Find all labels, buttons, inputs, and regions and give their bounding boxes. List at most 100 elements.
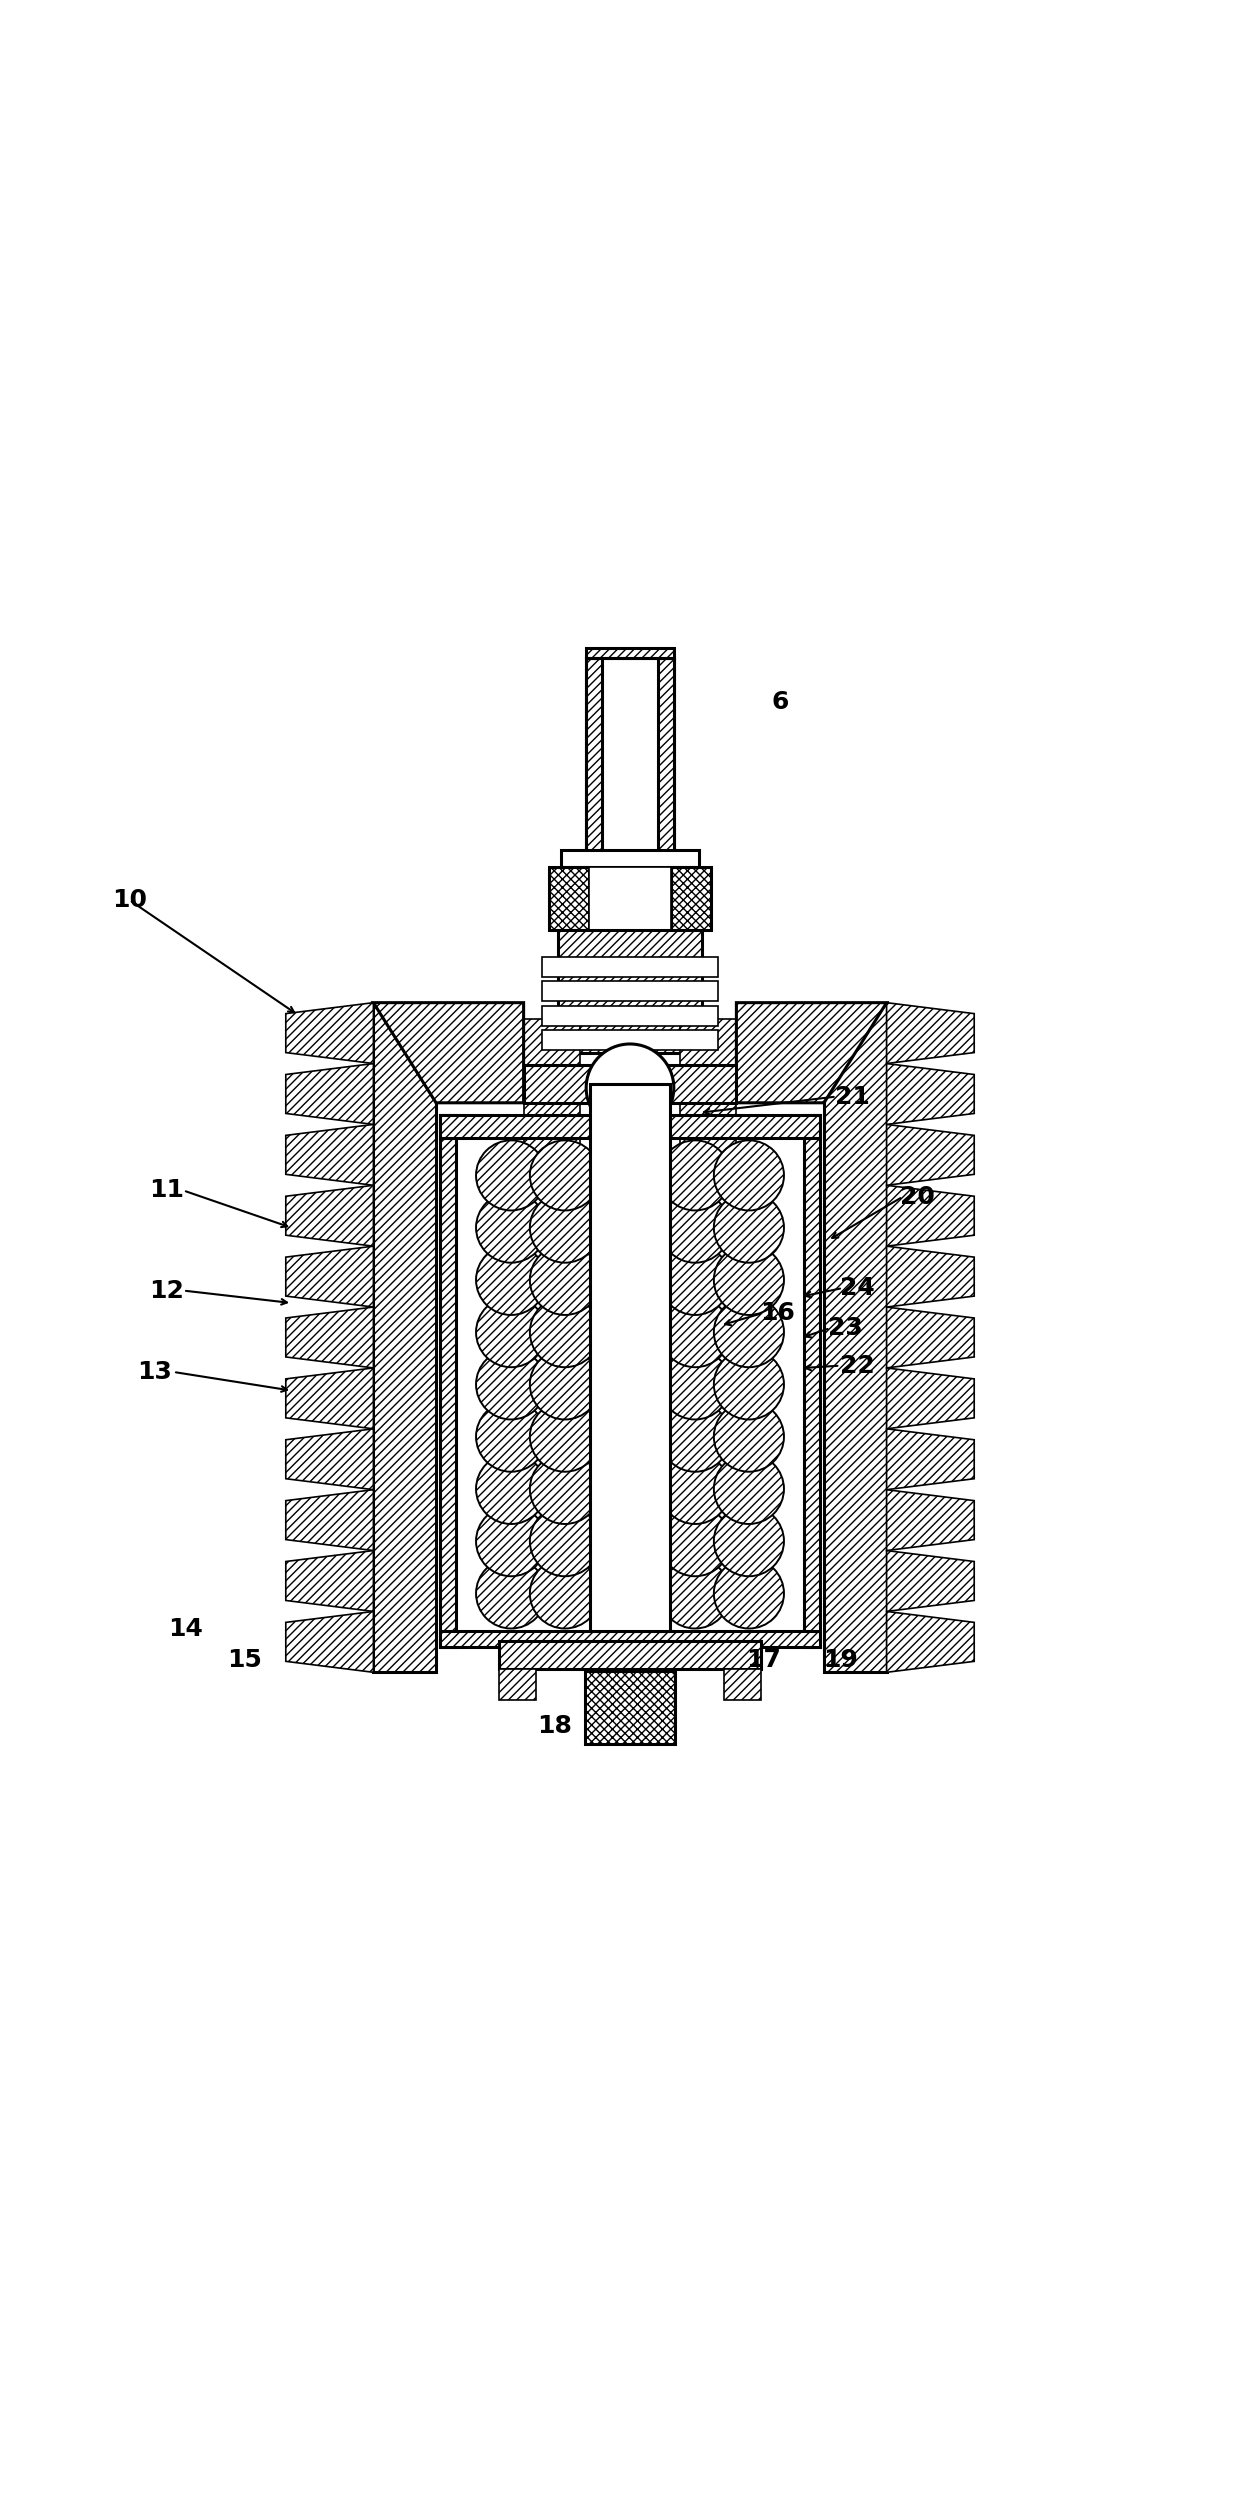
Text: 23: 23: [828, 1316, 863, 1341]
Circle shape: [476, 1348, 546, 1418]
Text: 13: 13: [137, 1361, 171, 1383]
Circle shape: [530, 1298, 600, 1368]
Bar: [586, 659, 674, 865]
Circle shape: [714, 1348, 784, 1418]
Circle shape: [660, 1559, 730, 1629]
Bar: [542, 982, 718, 1002]
Polygon shape: [440, 1631, 820, 1646]
Circle shape: [476, 1453, 546, 1524]
Circle shape: [476, 1140, 546, 1210]
Polygon shape: [824, 1002, 887, 1672]
Polygon shape: [286, 1185, 373, 1245]
Polygon shape: [887, 1611, 974, 1672]
Polygon shape: [887, 1125, 974, 1185]
Bar: [586, 865, 674, 872]
Text: 21: 21: [835, 1085, 871, 1108]
Text: 10: 10: [112, 887, 147, 912]
Circle shape: [660, 1140, 730, 1210]
Circle shape: [660, 1245, 730, 1316]
Circle shape: [530, 1140, 600, 1210]
Circle shape: [714, 1506, 784, 1576]
Circle shape: [714, 1401, 784, 1471]
Polygon shape: [680, 1020, 736, 1158]
Text: 16: 16: [760, 1301, 795, 1326]
Bar: [542, 957, 718, 977]
Bar: [585, 1672, 675, 1744]
Bar: [590, 1085, 670, 1631]
Polygon shape: [286, 1551, 373, 1611]
Polygon shape: [736, 1002, 887, 1103]
Bar: [590, 867, 670, 930]
Polygon shape: [658, 659, 674, 865]
Circle shape: [530, 1193, 600, 1263]
Polygon shape: [887, 1185, 974, 1245]
Circle shape: [714, 1298, 784, 1368]
Circle shape: [714, 1559, 784, 1629]
Polygon shape: [558, 930, 702, 1053]
Polygon shape: [286, 1611, 373, 1672]
Circle shape: [476, 1298, 546, 1368]
Polygon shape: [286, 1245, 373, 1308]
Circle shape: [530, 1348, 600, 1418]
Polygon shape: [887, 1489, 974, 1551]
Circle shape: [530, 1559, 600, 1629]
Circle shape: [660, 1453, 730, 1524]
Polygon shape: [286, 1368, 373, 1428]
Polygon shape: [586, 659, 602, 865]
Circle shape: [476, 1506, 546, 1576]
Polygon shape: [887, 1368, 974, 1428]
Polygon shape: [440, 1115, 456, 1646]
Text: 22: 22: [840, 1353, 876, 1378]
Polygon shape: [373, 1002, 436, 1672]
Circle shape: [714, 1193, 784, 1263]
Circle shape: [714, 1140, 784, 1210]
Polygon shape: [887, 1551, 974, 1611]
Bar: [542, 1030, 718, 1050]
Polygon shape: [887, 1428, 974, 1489]
Text: 11: 11: [150, 1178, 184, 1203]
Circle shape: [660, 1193, 730, 1263]
Polygon shape: [524, 1020, 580, 1158]
Circle shape: [476, 1559, 546, 1629]
Circle shape: [714, 1453, 784, 1524]
Bar: [586, 649, 674, 659]
Text: 19: 19: [823, 1649, 858, 1672]
Bar: [561, 850, 699, 867]
Circle shape: [660, 1401, 730, 1471]
Circle shape: [586, 1045, 674, 1133]
Text: 14: 14: [169, 1616, 203, 1641]
Polygon shape: [670, 867, 712, 930]
Circle shape: [660, 1506, 730, 1576]
Bar: [542, 1005, 718, 1025]
Text: 15: 15: [227, 1649, 262, 1672]
Bar: [499, 1669, 536, 1699]
Polygon shape: [286, 1063, 373, 1125]
Text: 24: 24: [840, 1276, 876, 1301]
Circle shape: [476, 1401, 546, 1471]
Circle shape: [530, 1245, 600, 1316]
Text: 18: 18: [538, 1714, 572, 1739]
Circle shape: [660, 1298, 730, 1368]
Circle shape: [530, 1401, 600, 1471]
Polygon shape: [286, 1428, 373, 1489]
Polygon shape: [373, 1002, 524, 1103]
Polygon shape: [286, 1308, 373, 1368]
Circle shape: [530, 1453, 600, 1524]
Bar: [724, 1669, 761, 1699]
Circle shape: [530, 1506, 600, 1576]
Polygon shape: [524, 1065, 736, 1103]
Circle shape: [476, 1193, 546, 1263]
Bar: [499, 1641, 761, 1669]
Polygon shape: [286, 1489, 373, 1551]
Text: 20: 20: [901, 1185, 935, 1208]
Circle shape: [660, 1348, 730, 1418]
Polygon shape: [286, 1002, 373, 1063]
Polygon shape: [887, 1002, 974, 1063]
Polygon shape: [548, 867, 590, 930]
Circle shape: [476, 1245, 546, 1316]
Text: 6: 6: [771, 689, 789, 714]
Circle shape: [714, 1245, 784, 1316]
Polygon shape: [440, 1115, 820, 1138]
Text: 12: 12: [150, 1278, 184, 1303]
Polygon shape: [887, 1245, 974, 1308]
